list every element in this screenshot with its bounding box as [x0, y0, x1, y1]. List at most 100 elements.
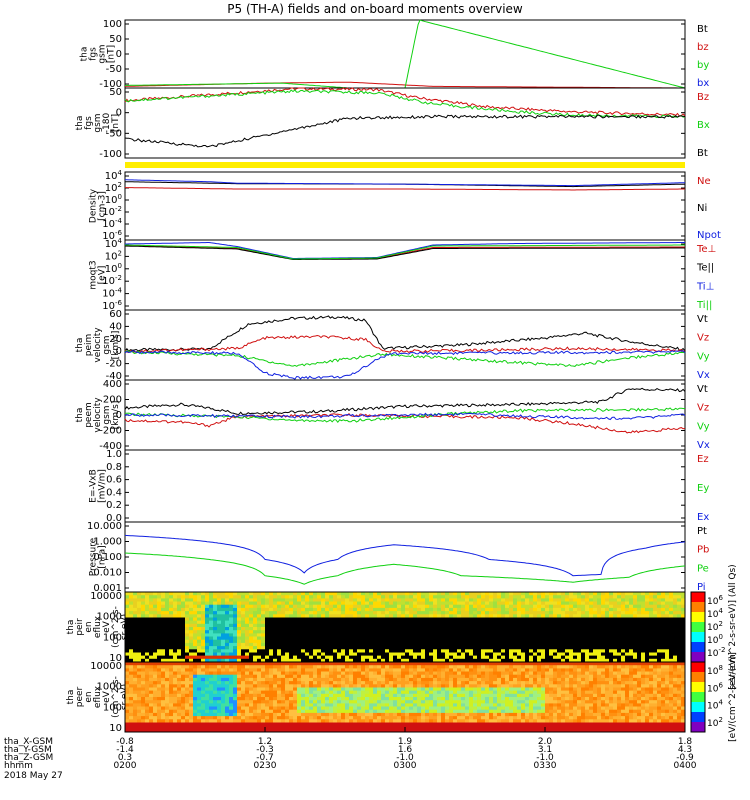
spectrogram-cell: [225, 665, 230, 669]
spectrogram-cell: [429, 607, 434, 612]
spectrogram-cell: [289, 662, 294, 666]
spectrogram-cell: [305, 674, 310, 679]
spectrogram-cell: [413, 684, 418, 688]
spectrogram-cell: [125, 722, 130, 727]
spectrogram-cell: [177, 719, 182, 723]
spectrogram-cell: [329, 706, 334, 711]
spectrogram-cell: [345, 700, 350, 704]
spectrogram-cell: [449, 614, 454, 618]
spectrogram-cell: [281, 617, 286, 622]
spectrogram-cell: [413, 627, 418, 631]
spectrogram-cell: [297, 722, 302, 727]
spectrogram-cell: [281, 684, 286, 688]
spectrogram-cell: [349, 674, 354, 679]
spectrogram-cell: [133, 709, 138, 714]
spectrogram-cell: [605, 623, 610, 628]
spectrogram-cell: [473, 607, 478, 612]
y-axis-label: en: [84, 691, 94, 702]
spectrogram-cell: [505, 655, 510, 660]
spectrogram-cell: [565, 627, 570, 631]
spectrogram-cell: [477, 614, 482, 618]
spectrogram-cell: [301, 649, 306, 653]
spectrogram-cell: [377, 703, 382, 708]
spectrogram-cell: [145, 620, 150, 625]
spectrogram-cell: [349, 709, 354, 714]
spectrogram-cell: [337, 671, 342, 676]
spectrogram-cell: [221, 627, 226, 631]
spectrogram-cell: [665, 655, 670, 660]
spectrogram-cell: [389, 716, 394, 720]
y-axis-label: [mV/m]: [98, 469, 108, 503]
spectrogram-cell: [673, 630, 678, 634]
spectrogram-cell: [597, 611, 602, 615]
spectrogram-cell: [221, 652, 226, 657]
spectrogram-cell: [389, 681, 394, 685]
spectrogram-cell: [397, 712, 402, 717]
spectrogram-cell: [557, 642, 562, 647]
spectrogram-cell: [161, 598, 166, 603]
spectrogram-cell: [257, 649, 262, 653]
spectrogram-cell: [361, 611, 366, 615]
spectrogram-cell: [421, 649, 426, 653]
spectrogram-cell: [177, 639, 182, 644]
spectrogram-cell: [637, 623, 642, 628]
spectrogram-cell: [641, 601, 646, 606]
spectrogram-cell: [521, 595, 526, 599]
spectrogram-cell: [445, 627, 450, 631]
spectrogram-cell: [137, 662, 142, 666]
spectrogram-cell: [493, 607, 498, 612]
spectrogram-cell: [197, 614, 202, 618]
spectrogram-cell: [269, 700, 274, 704]
spectrogram-cell: [225, 722, 230, 727]
spectrogram-cell: [305, 633, 310, 638]
spectrogram-cell: [317, 598, 322, 603]
spectrogram-cell: [353, 703, 358, 708]
spectrogram-cell: [665, 630, 670, 634]
spectrogram-cell: [149, 601, 154, 606]
spectrogram-cell: [553, 655, 558, 660]
spectrogram-cell: [317, 639, 322, 644]
spectrogram-cell: [417, 687, 422, 692]
spectrogram-cell: [465, 607, 470, 612]
spectrogram-cell: [201, 716, 206, 720]
spectrogram-cell: [149, 722, 154, 727]
spectrogram-cell: [237, 709, 242, 714]
spectrogram-cell: [245, 703, 250, 708]
spectrogram-cell: [409, 662, 414, 666]
y-axis-label: moqt3: [89, 260, 99, 289]
spectrogram-cell: [469, 649, 474, 653]
spectrogram-cell: [417, 722, 422, 727]
spectrogram-cell: [177, 681, 182, 685]
spectrogram-cell: [253, 595, 258, 599]
spectrogram-cell: [677, 623, 682, 628]
spectrogram-cell: [397, 687, 402, 692]
spectrogram-cell: [361, 655, 366, 660]
spectrogram-cell: [133, 665, 138, 669]
spectrogram-cell: [201, 671, 206, 676]
spectrogram-cell: [125, 671, 130, 676]
spectrogram-cell: [145, 662, 150, 666]
spectrogram-cell: [453, 630, 458, 634]
spectrogram-cell: [329, 665, 334, 669]
spectrogram-cell: [165, 614, 170, 618]
spectrogram-cell: [301, 700, 306, 704]
spectrogram-cell: [209, 607, 214, 612]
spectrogram-cell: [669, 636, 674, 641]
spectrogram-cell: [225, 601, 230, 606]
spectrogram-cell: [537, 595, 542, 599]
spectrogram-cell: [153, 703, 158, 708]
spectrogram-cell: [269, 665, 274, 669]
spectrogram-cell: [393, 671, 398, 676]
spectrogram-cell: [193, 652, 198, 657]
spectrogram-cell: [477, 620, 482, 625]
spectrogram-cell: [197, 684, 202, 688]
spectrogram-cell: [621, 655, 626, 660]
spectrogram-cell: [237, 617, 242, 622]
spectrogram-cell: [225, 620, 230, 625]
spectrogram-cell: [169, 642, 174, 647]
spectrogram-cell: [137, 623, 142, 628]
spectrogram-cell: [285, 604, 290, 609]
spectrogram-cell: [233, 725, 238, 730]
spectrogram-cell: [309, 706, 314, 711]
spectrogram-cell: [181, 639, 186, 644]
